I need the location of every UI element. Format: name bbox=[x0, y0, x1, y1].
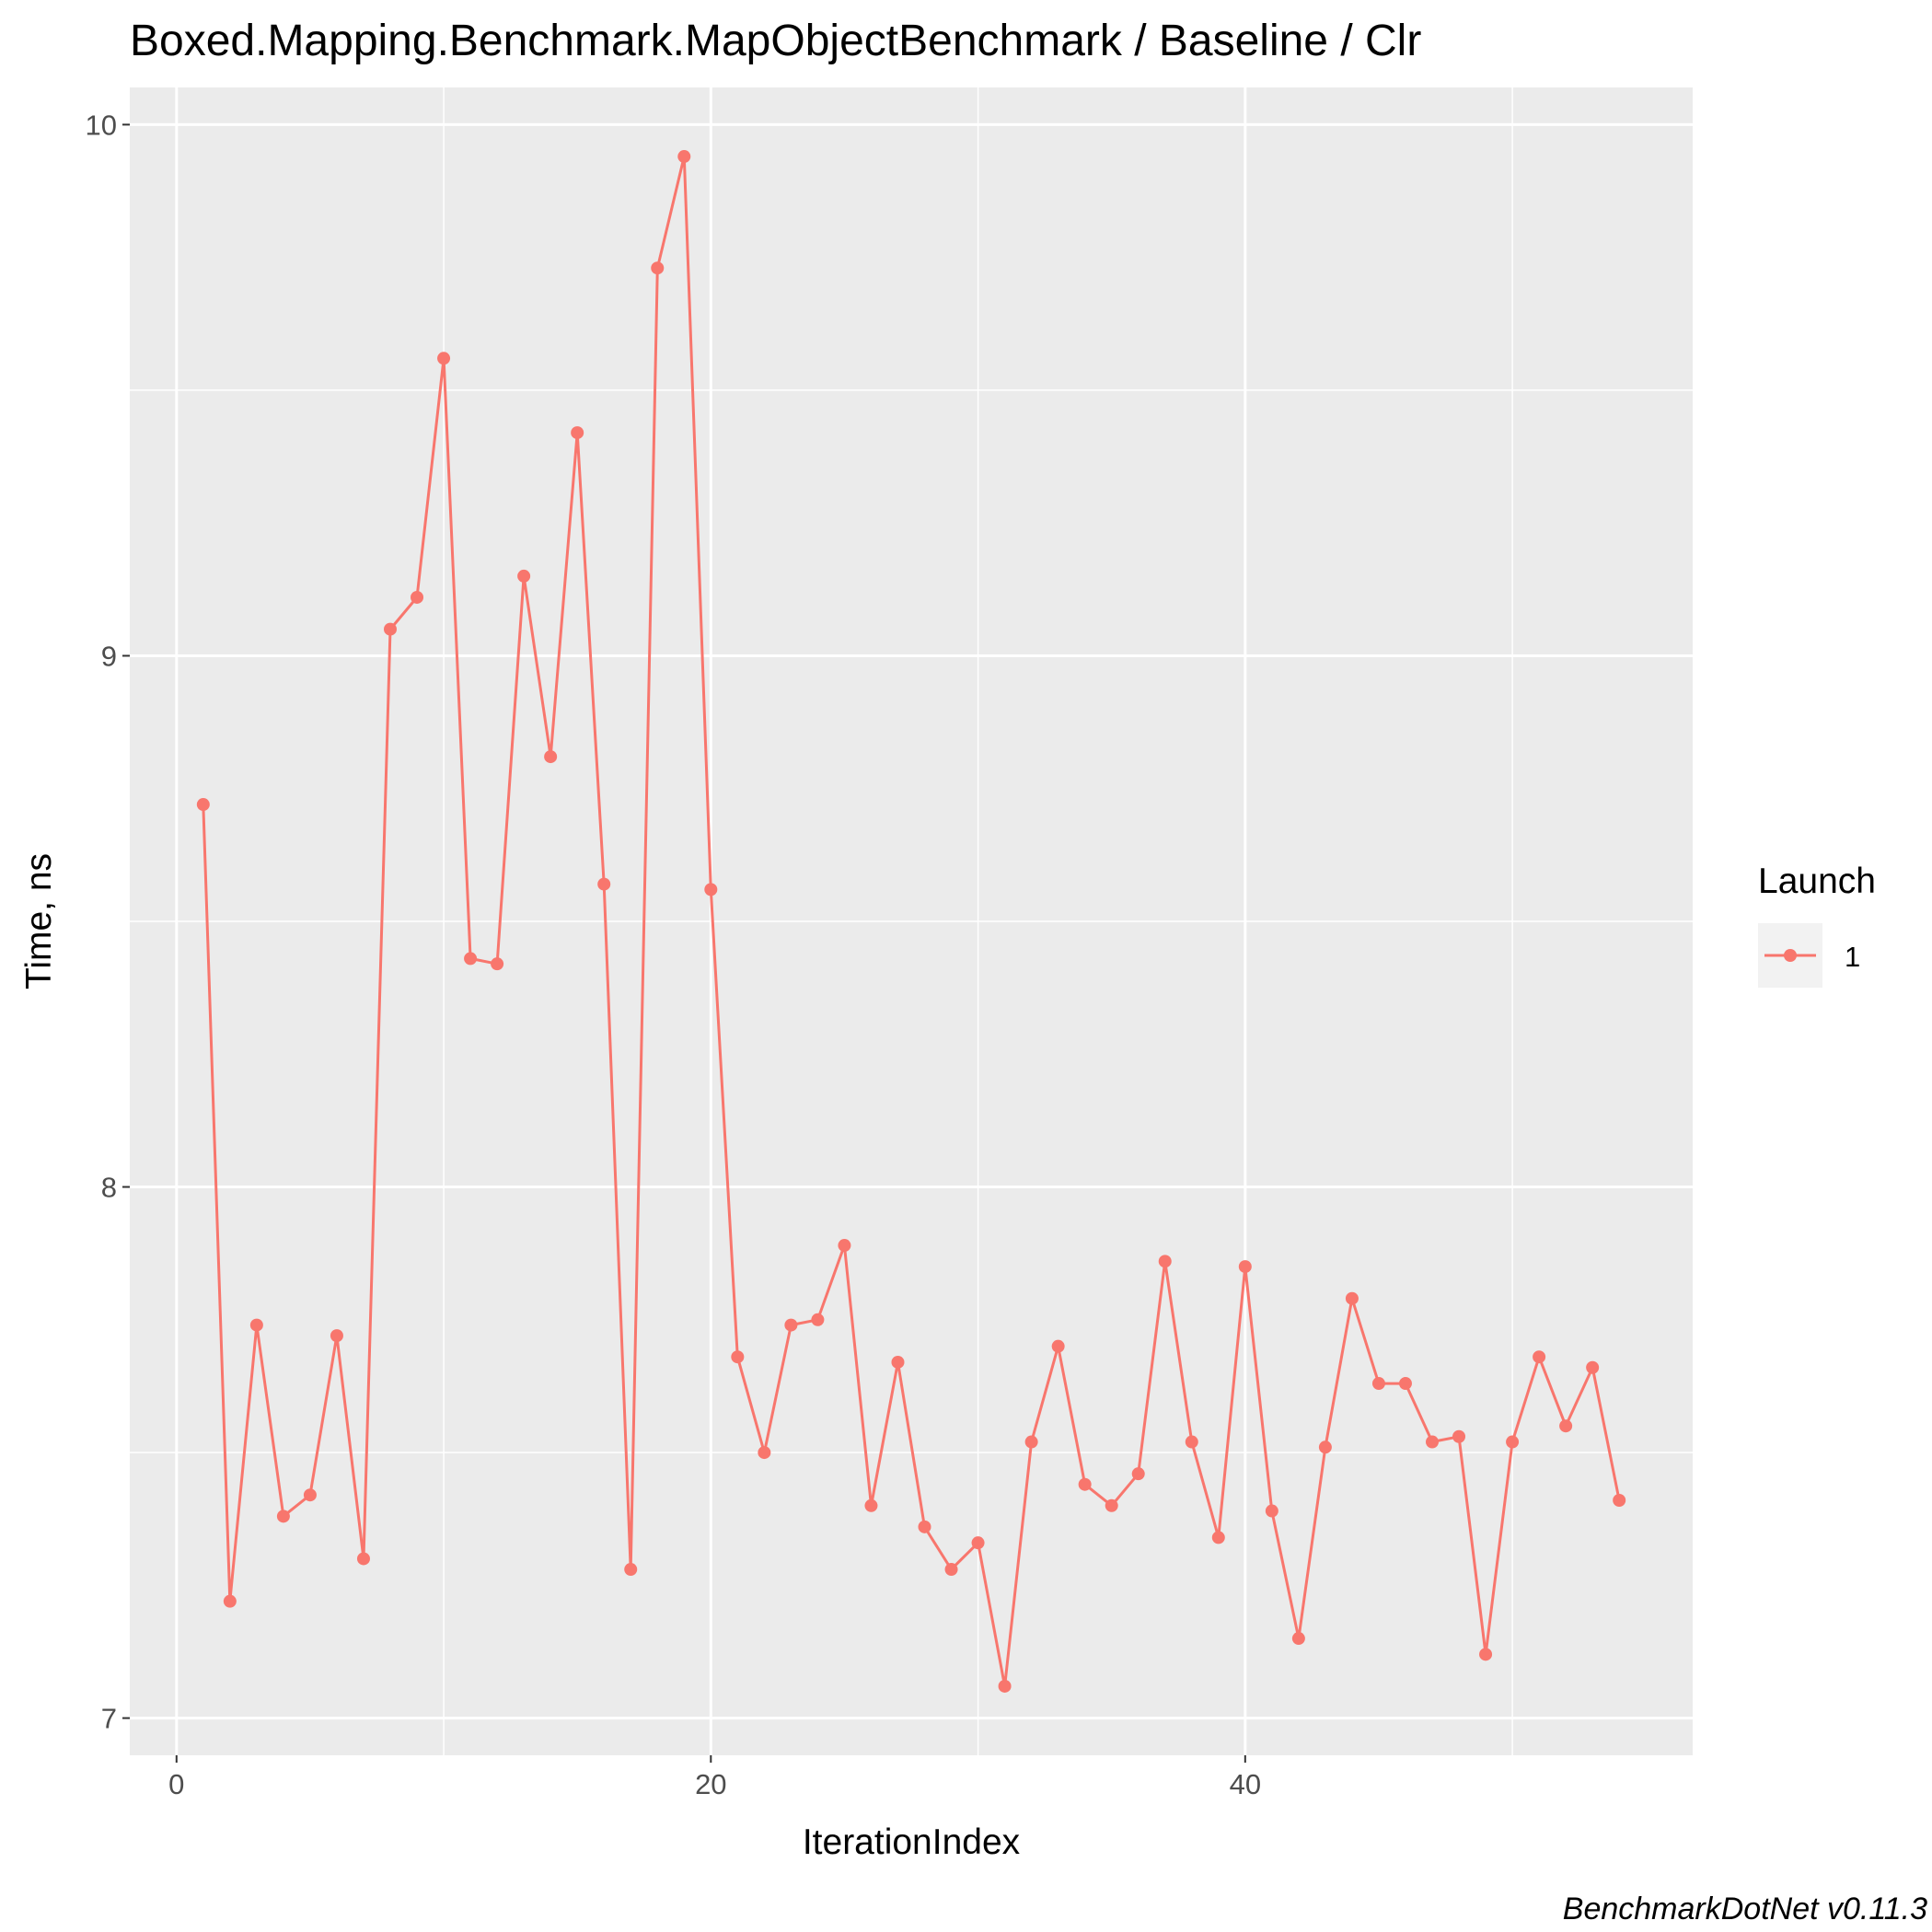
x-tick-label: 20 bbox=[695, 1768, 726, 1800]
data-point bbox=[330, 1329, 343, 1343]
data-point bbox=[1265, 1504, 1278, 1518]
data-point bbox=[464, 952, 478, 966]
data-point bbox=[704, 883, 718, 897]
data-point bbox=[1051, 1339, 1065, 1353]
data-point bbox=[196, 798, 210, 812]
data-point bbox=[1158, 1255, 1172, 1268]
data-point bbox=[1506, 1435, 1520, 1449]
data-point bbox=[1371, 1377, 1385, 1391]
data-point bbox=[811, 1313, 825, 1326]
data-point bbox=[1559, 1419, 1573, 1433]
data-point bbox=[276, 1510, 290, 1523]
data-point bbox=[437, 352, 451, 365]
data-point bbox=[1318, 1440, 1332, 1454]
data-point bbox=[651, 261, 665, 275]
data-point bbox=[731, 1350, 745, 1364]
data-point bbox=[971, 1536, 985, 1550]
data-point bbox=[864, 1498, 878, 1512]
y-tick-label: 7 bbox=[101, 1703, 117, 1735]
y-axis-title: Time, ns bbox=[19, 853, 59, 989]
x-tick-label: 40 bbox=[1230, 1768, 1261, 1800]
data-point bbox=[1452, 1429, 1466, 1443]
data-point bbox=[1185, 1435, 1198, 1449]
legend: Launch 1 bbox=[1758, 862, 1876, 988]
data-point bbox=[249, 1318, 263, 1332]
data-point bbox=[303, 1488, 317, 1502]
chart-title: Boxed.Mapping.Benchmark.MapObjectBenchma… bbox=[130, 17, 1421, 65]
data-point bbox=[891, 1355, 905, 1369]
data-point bbox=[1479, 1648, 1493, 1661]
data-point bbox=[838, 1239, 851, 1253]
legend-key-point bbox=[1784, 949, 1797, 962]
data-point bbox=[1131, 1467, 1145, 1481]
data-point bbox=[411, 590, 424, 604]
data-point bbox=[1078, 1477, 1092, 1491]
axes-layer: 0 20 40 7 8 9 10 bbox=[86, 109, 1262, 1800]
data-point bbox=[677, 150, 691, 164]
data-point bbox=[223, 1594, 237, 1608]
x-tick-label: 0 bbox=[168, 1768, 184, 1800]
data-point bbox=[517, 569, 531, 583]
data-point bbox=[998, 1679, 1012, 1693]
legend-title: Launch bbox=[1758, 862, 1876, 901]
data-point bbox=[384, 622, 397, 636]
data-point bbox=[1105, 1498, 1118, 1512]
y-tick-label: 8 bbox=[101, 1172, 117, 1204]
data-point bbox=[491, 957, 504, 971]
x-axis-title: IterationIndex bbox=[803, 1822, 1021, 1862]
data-point bbox=[356, 1552, 370, 1566]
data-point bbox=[1238, 1260, 1252, 1274]
data-point bbox=[1613, 1494, 1626, 1508]
y-tick-label: 10 bbox=[86, 109, 117, 141]
grid-major bbox=[130, 87, 1693, 1755]
data-point bbox=[944, 1563, 958, 1577]
data-point bbox=[758, 1446, 771, 1460]
data-point bbox=[544, 750, 558, 764]
data-point bbox=[1211, 1531, 1225, 1544]
legend-label: 1 bbox=[1845, 941, 1860, 973]
data-point bbox=[1291, 1632, 1305, 1646]
caption: BenchmarkDotNet v0.11.3 bbox=[1563, 1892, 1927, 1926]
data-point bbox=[624, 1563, 638, 1577]
data-point bbox=[1398, 1377, 1412, 1391]
data-point bbox=[1533, 1350, 1546, 1364]
data-point bbox=[1586, 1360, 1600, 1374]
data-point bbox=[918, 1520, 931, 1533]
data-point bbox=[597, 877, 611, 891]
y-tick-label: 9 bbox=[101, 640, 117, 672]
series-layer bbox=[196, 150, 1626, 1693]
data-point bbox=[571, 426, 584, 440]
data-point bbox=[1345, 1291, 1359, 1305]
data-point bbox=[784, 1318, 798, 1332]
data-point bbox=[1426, 1435, 1439, 1449]
data-point bbox=[1024, 1435, 1038, 1449]
